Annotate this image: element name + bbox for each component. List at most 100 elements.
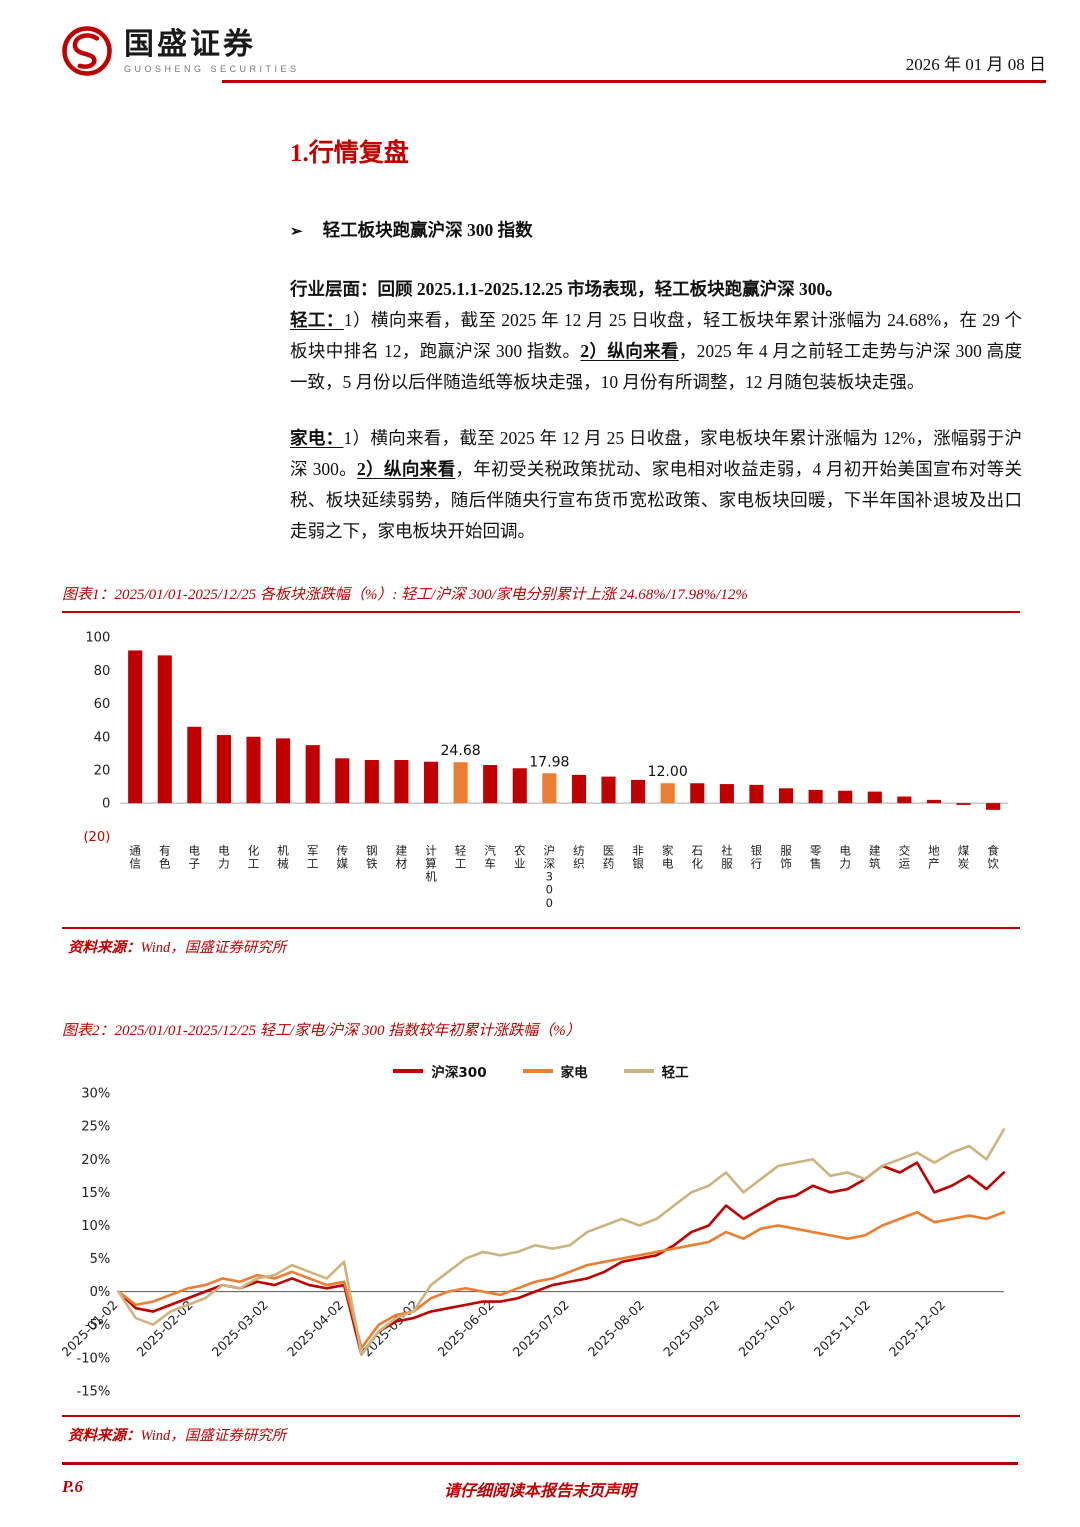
figure1-bottom-rule [62, 927, 1020, 930]
figure-1: 图表1：2025/01/01-2025/12/25 各板块涨跌幅（%）: 轻工/… [62, 583, 1020, 957]
svg-text:信: 信 [129, 857, 141, 871]
legend-item-csi300: 沪深300 [393, 1061, 487, 1082]
figure2-source: 资料来源：Wind，国盛证券研究所 [62, 1417, 1020, 1445]
svg-text:社: 社 [721, 844, 733, 858]
svg-text:12.00: 12.00 [648, 764, 688, 780]
svg-text:饮: 饮 [987, 857, 999, 871]
svg-text:运: 运 [899, 857, 911, 871]
svg-text:建: 建 [869, 844, 881, 858]
svg-text:2025-12-02: 2025-12-02 [886, 1297, 948, 1359]
figure1-source-label: 资料来源： [68, 940, 141, 957]
legend-item-light: 轻工 [623, 1061, 689, 1082]
svg-text:色: 色 [159, 857, 171, 871]
svg-text:电: 电 [218, 844, 230, 858]
svg-text:产: 产 [928, 857, 940, 871]
svg-text:媒: 媒 [336, 857, 348, 871]
svg-text:沪: 沪 [544, 844, 556, 858]
page-number: P.6 [62, 1477, 83, 1496]
svg-text:石: 石 [691, 844, 703, 858]
legend-swatch [393, 1069, 424, 1074]
svg-text:非: 非 [632, 844, 644, 858]
home-appliance-text-2: ，年初受关税政策扰动、家电相对收益走弱，4 月初开始美国宣布对等关税、板块延续弱… [290, 458, 1023, 541]
svg-text:煤: 煤 [958, 844, 970, 858]
svg-text:3: 3 [546, 870, 553, 884]
figure1-source-value: Wind，国盛证券研究所 [140, 940, 287, 957]
svg-text:2025-10-02: 2025-10-02 [735, 1297, 797, 1359]
svg-text:2025-11-02: 2025-11-02 [811, 1297, 873, 1359]
svg-text:深: 深 [544, 857, 556, 871]
svg-text:业: 业 [514, 857, 526, 871]
brand-name: 国盛证券 [124, 28, 256, 61]
svg-text:饰: 饰 [780, 857, 792, 871]
footer-disclaimer: 请仔细阅读本报告末页声明 [443, 1483, 636, 1500]
svg-text:2025-09-02: 2025-09-02 [660, 1297, 722, 1359]
figure2-source-value: Wind，国盛证券研究所 [140, 1428, 287, 1445]
light-industry-text-2: ，2025 年 4 月之前轻工走势与沪深 300 高度一致，5 月份以后伴随造纸… [290, 341, 1023, 393]
svg-text:地: 地 [928, 844, 940, 858]
svg-text:材: 材 [396, 857, 408, 871]
light-industry-label: 轻工： [290, 310, 344, 331]
svg-text:2025-05-02: 2025-05-02 [359, 1297, 421, 1359]
svg-text:电: 电 [839, 844, 851, 858]
svg-text:织: 织 [573, 857, 585, 871]
svg-text:银: 银 [632, 857, 644, 871]
svg-text:24.68: 24.68 [440, 743, 480, 759]
figure1-source: 资料来源：Wind，国盛证券研究所 [62, 929, 1020, 957]
home-appliance-text-1: 1）横向来看，截至 2025 年 12 月 25 日收盘，家电板块年累计涨幅为 … [290, 427, 1023, 479]
svg-text:2025-07-02: 2025-07-02 [510, 1297, 572, 1359]
legend-label-light: 轻工 [661, 1065, 689, 1082]
svg-text:0: 0 [546, 883, 553, 897]
svg-text:轻: 轻 [455, 844, 467, 858]
figure1-caption: 图表1：2025/01/01-2025/12/25 各板块涨跌幅（%）: 轻工/… [62, 587, 748, 604]
legend-swatch [623, 1069, 654, 1074]
footer: P.6 请仔细阅读本报告末页声明 [62, 1462, 1018, 1500]
bullet-heading: ➢ 轻工板块跑赢沪深 300 指数 [290, 217, 1022, 242]
svg-text:医: 医 [603, 844, 615, 858]
svg-text:0: 0 [102, 797, 110, 812]
guosheng-logo-icon [62, 26, 112, 76]
svg-text:-15%: -15% [77, 1385, 111, 1400]
svg-text:化: 化 [248, 844, 260, 858]
svg-text:食: 食 [987, 844, 999, 858]
header-divider [222, 80, 1046, 83]
svg-text:30%: 30% [81, 1087, 110, 1102]
svg-text:2025-06-02: 2025-06-02 [434, 1297, 496, 1359]
svg-text:2025-01-02: 2025-01-02 [62, 1297, 120, 1359]
svg-text:力: 力 [218, 857, 230, 871]
svg-text:交: 交 [899, 844, 911, 858]
svg-text:17.98: 17.98 [529, 754, 569, 770]
svg-text:售: 售 [810, 857, 822, 871]
trend-line-chart: 30% 25% 20% 15% 10% 5% 0% -5% -10% -15% 2025-01-02… [62, 1087, 1006, 1400]
light-industry-subhead: 2）纵向来看 [580, 341, 679, 362]
svg-text:行: 行 [751, 857, 763, 871]
chart2-legend: 沪深300 家电 轻工 [62, 1061, 1020, 1081]
svg-text:5%: 5% [90, 1252, 111, 1267]
svg-text:-10%: -10% [77, 1351, 111, 1366]
svg-text:2025-03-02: 2025-03-02 [209, 1297, 271, 1359]
svg-text:汽: 汽 [484, 844, 496, 858]
body-text-column: 1.行情复盘 ➢ 轻工板块跑赢沪深 300 指数 行业层面：回顾 2025.1.… [290, 133, 1022, 547]
sector-bar-chart: 100806040200(20)通信有色电子电力化工机械军工传媒钢铁建材计算机2… [83, 631, 1008, 910]
figure2-caption: 图表2：2025/01/01-2025/12/25 轻工/家电/沪深 300 指… [62, 1023, 581, 1040]
svg-text:械: 械 [277, 857, 289, 871]
svg-text:(20): (20) [83, 830, 110, 845]
svg-text:20%: 20% [81, 1153, 110, 1168]
svg-text:0%: 0% [90, 1285, 111, 1300]
legend-swatch [522, 1069, 553, 1074]
svg-text:算: 算 [425, 857, 437, 871]
svg-text:20: 20 [94, 764, 111, 779]
home-appliance-subhead: 2）纵向来看 [357, 458, 456, 479]
figure-2: 图表2：2025/01/01-2025/12/25 轻工/家电/沪深 300 指… [62, 1019, 1020, 1445]
legend-label-csi300: 沪深300 [431, 1065, 487, 1082]
legend-item-appliance: 家电 [522, 1061, 588, 1082]
svg-text:传: 传 [336, 844, 348, 858]
brand: 国盛证券 GUOSHENG SECURITIES [60, 24, 300, 78]
svg-text:40: 40 [94, 730, 111, 745]
svg-text:建: 建 [396, 844, 408, 858]
svg-text:银: 银 [751, 844, 763, 858]
svg-text:子: 子 [189, 857, 201, 871]
svg-text:铁: 铁 [366, 857, 378, 871]
svg-text:2025-08-02: 2025-08-02 [585, 1297, 647, 1359]
svg-text:车: 车 [484, 857, 496, 871]
legend-label-appliance: 家电 [560, 1065, 588, 1082]
